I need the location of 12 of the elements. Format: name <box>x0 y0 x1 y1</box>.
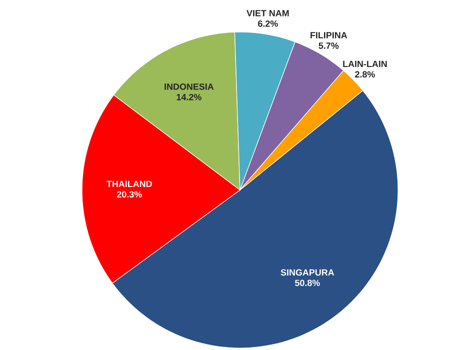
data-label: 5.7% <box>318 42 339 49</box>
slice-label: THAILAND <box>106 180 152 187</box>
data-label: 50.8% <box>295 280 320 286</box>
slice-label: LAIN-LAIN <box>343 60 387 67</box>
data-label: 20.3% <box>117 191 142 198</box>
slice-label: INDONESIA <box>164 83 214 90</box>
data-label: 2.8% <box>355 71 375 78</box>
data-label: 6.2% <box>258 20 278 27</box>
data-label: 14.2% <box>176 94 202 100</box>
slice-label: VIET NAM <box>246 10 289 16</box>
slice-label: SINGAPURA <box>280 269 334 276</box>
slice-label: FILIPINA <box>310 32 348 38</box>
